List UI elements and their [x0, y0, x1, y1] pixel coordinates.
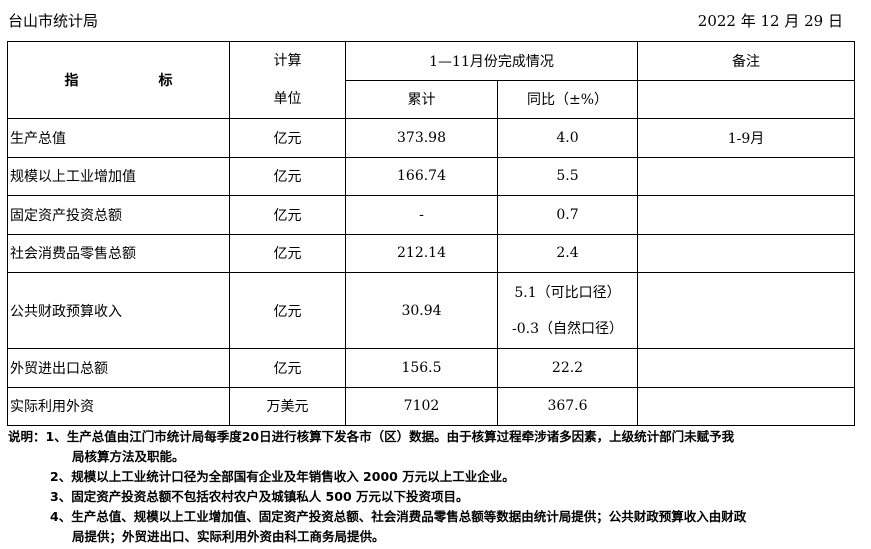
- cumulative-header: 累计: [345, 79, 498, 119]
- row-unit: 亿元: [229, 156, 346, 196]
- indicator-header: 指标: [7, 41, 230, 119]
- row-yoy: 22.2: [496, 348, 639, 388]
- row-yoy: 2.4: [496, 233, 639, 273]
- table-row: 外贸进出口总额 亿元 156.5 22.2: [7, 348, 856, 388]
- row-note: [637, 386, 856, 426]
- row-name: 社会消费品零售总额: [7, 233, 230, 273]
- period-header: 1—11月份完成情况: [344, 41, 639, 81]
- table-row: 公共财政预算收入 亿元 30.94 5.1（可比口径） -0.3（自然口径）: [7, 272, 856, 349]
- note-3: 3、固定资产投资总额不包括农村农户及城镇私人 500 万元以下投资项目。: [50, 489, 469, 504]
- row-unit: 亿元: [229, 233, 346, 273]
- yoy-header: 同比（±%）: [496, 79, 639, 119]
- row-cumulative: 156.5: [345, 348, 498, 388]
- row-cumulative: 7102: [345, 386, 498, 426]
- table-row: 社会消费品零售总额 亿元 212.14 2.4: [7, 233, 856, 273]
- row-yoy-natural: -0.3（自然口径）: [512, 320, 623, 337]
- row-yoy: 5.5: [496, 156, 639, 196]
- row-name: 生产总值: [7, 118, 230, 158]
- unit-header-2: 单位: [273, 91, 302, 107]
- indicator-header-1: 指: [64, 73, 79, 89]
- row-yoy: 4.0: [496, 118, 639, 158]
- notes: 说明：1、生产总值由江门市统计局每季度20日进行核算下发各市（区）数据。由于核算…: [8, 427, 746, 547]
- row-unit: 亿元: [229, 118, 346, 158]
- row-name: 固定资产投资总额: [7, 195, 230, 235]
- row-cumulative: 212.14: [345, 233, 498, 273]
- statistics-table: 指标 计算 单位 1—11月份完成情况 备注 累计 同比（±%） 生产总值 亿元 3…: [7, 41, 856, 426]
- report-date: 2022 年 12 月 29 日: [697, 12, 843, 30]
- unit-header: 计算 单位: [229, 41, 346, 119]
- note-header: 备注: [637, 41, 856, 81]
- unit-header-1: 计算: [273, 53, 302, 69]
- row-unit: 亿元: [229, 195, 346, 235]
- row-note: [637, 195, 856, 235]
- row-yoy-comparable: 5.1（可比口径）: [514, 284, 621, 301]
- row-yoy: 367.6: [496, 386, 639, 426]
- row-name: 实际利用外资: [7, 386, 230, 426]
- note-4-cont: 局提供；外贸进出口、实际利用外资由科工商务局提供。: [72, 529, 385, 544]
- row-note: [637, 348, 856, 388]
- table-row: 生产总值 亿元 373.98 4.0 1-9月: [7, 118, 856, 158]
- row-name: 外贸进出口总额: [7, 348, 230, 388]
- row-cumulative: 166.74: [345, 156, 498, 196]
- note-1: 说明：1、生产总值由江门市统计局每季度20日进行核算下发各市（区）数据。由于核算…: [8, 429, 735, 444]
- row-note: [637, 156, 856, 196]
- row-unit: 亿元: [229, 348, 346, 388]
- row-unit: 亿元: [229, 272, 346, 349]
- indicator-header-2: 标: [158, 73, 173, 89]
- row-name: 公共财政预算收入: [7, 272, 230, 349]
- table-row: 实际利用外资 万美元 7102 367.6: [7, 386, 856, 426]
- table-row: 规模以上工业增加值 亿元 166.74 5.5: [7, 156, 856, 196]
- row-cumulative: -: [345, 195, 498, 235]
- note-4: 4、生产总值、规模以上工业增加值、固定资产投资总额、社会消费品零售总额等数据由统…: [50, 509, 747, 524]
- row-note: [637, 233, 856, 273]
- row-note: 1-9月: [637, 118, 856, 158]
- note-2: 2、规模以上工业统计口径为全部国有企业及年销售收入 2000 万元以上工业企业。: [50, 469, 515, 484]
- row-yoy: 0.7: [496, 195, 639, 235]
- table-row: 固定资产投资总额 亿元 -0.7: [7, 195, 856, 235]
- row-yoy: 5.1（可比口径） -0.3（自然口径）: [496, 272, 639, 349]
- row-cumulative: 30.94: [345, 272, 498, 349]
- row-name: 规模以上工业增加值: [7, 156, 230, 196]
- row-unit: 万美元: [229, 386, 346, 426]
- note-subheader: [637, 79, 856, 119]
- note-1-cont: 局核算方法及职能。: [72, 449, 185, 464]
- row-note: [637, 272, 856, 349]
- row-cumulative: 373.98: [345, 118, 498, 158]
- org-name: 台山市统计局: [8, 12, 99, 30]
